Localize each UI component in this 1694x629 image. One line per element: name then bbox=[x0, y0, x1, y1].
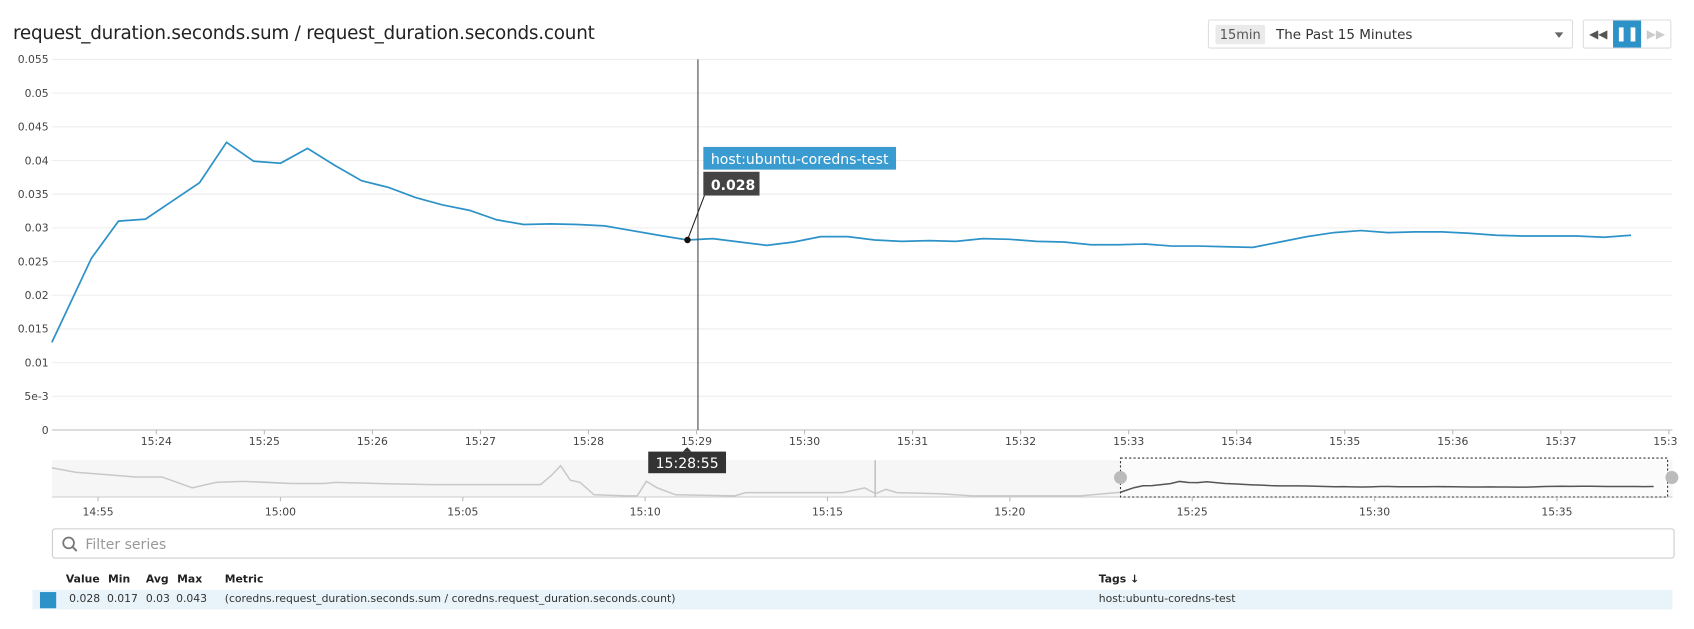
tooltip-time-bg bbox=[648, 451, 727, 474]
timeframe-dropdown[interactable]: 15min The Past 15 Minutes bbox=[1207, 19, 1574, 49]
navigator-right-handle[interactable] bbox=[1665, 471, 1679, 485]
y-tick-label: 0.055 bbox=[18, 53, 49, 66]
legend-header: Value Min Avg Max Metric Tags ↓ bbox=[32, 570, 1672, 589]
x-tick-label: 15:36 bbox=[1437, 435, 1468, 448]
navigator-tick-label: 15:10 bbox=[630, 505, 661, 518]
navigator-tick-label: 15:20 bbox=[994, 505, 1025, 518]
x-tick-label: 15:33 bbox=[1113, 435, 1144, 448]
col-avg[interactable]: Avg bbox=[145, 573, 169, 586]
series-line[interactable] bbox=[51, 141, 1632, 343]
y-tick-label: 5e-3 bbox=[24, 390, 48, 403]
y-tick-label: 0.035 bbox=[18, 188, 49, 201]
navigator-tick-label: 15:00 bbox=[265, 505, 296, 518]
navigator-tick-label: 15:30 bbox=[1359, 505, 1390, 518]
x-tick-label: 15:35 bbox=[1329, 435, 1360, 448]
navigator-series-line bbox=[51, 464, 1121, 497]
navigator-tick-label: 15:35 bbox=[1541, 505, 1572, 518]
y-tick-label: 0.02 bbox=[25, 289, 49, 302]
navigator-x-axis: 14:55 15:00 15:05 15:10 15:15 15:20 15:25 15:30… bbox=[82, 496, 1573, 518]
playback-controls: ◀◀ ❚❚ ▶▶ bbox=[1582, 19, 1672, 49]
tooltip-host: host:ubuntu-coredns-test bbox=[711, 152, 889, 168]
timeframe-badge: 15min bbox=[1215, 24, 1266, 45]
navigator-tick-label: 15:05 bbox=[447, 505, 478, 518]
legend-table: Value Min Avg Max Metric Tags ↓ 0.028 0.… bbox=[32, 570, 1673, 610]
col-min[interactable]: Min bbox=[108, 573, 131, 586]
y-tick-label: 0.015 bbox=[18, 323, 49, 336]
row-tags: host:ubuntu-coredns-test bbox=[1098, 593, 1236, 606]
pause-button[interactable]: ❚❚ bbox=[1612, 20, 1642, 48]
navigator-tick-label: 15:25 bbox=[1177, 505, 1208, 518]
x-tick-label: 15:34 bbox=[1221, 435, 1252, 448]
x-tick-label: 15:31 bbox=[897, 435, 928, 448]
y-tick-label: 0.05 bbox=[25, 87, 49, 100]
legend-row[interactable]: 0.028 0.017 0.03 0.043 (coredns.request_… bbox=[32, 589, 1673, 610]
col-value[interactable]: Value bbox=[65, 573, 100, 586]
x-tick-label: 15:24 bbox=[141, 435, 172, 448]
y-tick-label: 0.04 bbox=[25, 154, 49, 167]
tooltip-host-bg bbox=[703, 146, 897, 170]
x-tick-label: 15:30 bbox=[789, 435, 820, 448]
rewind-button[interactable]: ◀◀ bbox=[1584, 21, 1613, 48]
time-label-pointer bbox=[682, 447, 692, 452]
graph-title: request_duration.seconds.sum / request_d… bbox=[12, 22, 595, 45]
tooltip: host:ubuntu-coredns-test 0.028 15:28:55 bbox=[648, 146, 897, 474]
fast-forward-button[interactable]: ▶▶ bbox=[1641, 21, 1670, 48]
x-axis: 15:24 15:25 15:26 15:27 15:28 15:29 15:30 15:31… bbox=[141, 429, 1684, 448]
navigator-selected-line bbox=[1120, 480, 1654, 493]
x-tick-label: 15:29 bbox=[681, 435, 712, 448]
x-tick-label: 15:37 bbox=[1545, 435, 1576, 448]
y-tick-label: 0.03 bbox=[25, 222, 49, 235]
tooltip-value-bg bbox=[703, 171, 760, 196]
gridlines bbox=[51, 58, 1673, 397]
col-max[interactable]: Max bbox=[177, 573, 203, 586]
y-tick-label: 0.045 bbox=[18, 121, 49, 134]
filter-series-input[interactable] bbox=[83, 532, 1601, 557]
col-metric[interactable]: Metric bbox=[224, 573, 264, 586]
timeframe-label: The Past 15 Minutes bbox=[1275, 25, 1413, 43]
y-tick-label: 0 bbox=[42, 424, 49, 437]
row-avg: 0.03 bbox=[145, 593, 170, 606]
navigator-tick-label: 15:15 bbox=[812, 505, 843, 518]
tooltip-leader-line bbox=[686, 195, 705, 241]
row-min: 0.017 bbox=[106, 593, 138, 606]
x-tick-label: 15:38 bbox=[1653, 435, 1684, 448]
col-tags[interactable]: Tags ↓ bbox=[1098, 573, 1140, 586]
filter-series-field[interactable] bbox=[51, 528, 1675, 559]
navigator-selection[interactable] bbox=[1119, 457, 1669, 498]
tooltip-value: 0.028 bbox=[711, 178, 755, 194]
hover-point bbox=[684, 236, 691, 244]
navigator-left-handle[interactable] bbox=[1114, 471, 1127, 485]
overview-navigator[interactable]: 14:55 15:00 15:05 15:10 15:15 15:20 15:25 15:30… bbox=[51, 457, 1679, 518]
chevron-down-icon bbox=[1554, 32, 1564, 38]
row-max: 0.043 bbox=[176, 593, 208, 606]
x-tick-label: 15:28 bbox=[573, 435, 604, 448]
row-metric: (coredns.request_duration.seconds.sum / … bbox=[224, 593, 676, 606]
fast-forward-icon: ▶▶ bbox=[1646, 27, 1666, 42]
chart[interactable]: 0 5e-3 0.01 0.015 0.02 0.025 0.03 0.035 0.04 0.04… bbox=[0, 0, 1694, 521]
series-color-swatch[interactable] bbox=[39, 592, 57, 609]
pause-icon: ❚❚ bbox=[1615, 25, 1639, 43]
tooltip-time: 15:28:55 bbox=[656, 456, 719, 472]
navigator-tick-label: 14:55 bbox=[82, 505, 113, 518]
x-tick-label: 15:32 bbox=[1005, 435, 1036, 448]
x-tick-label: 15:26 bbox=[357, 435, 388, 448]
y-tick-label: 0.01 bbox=[25, 356, 49, 369]
row-value: 0.028 bbox=[69, 593, 101, 606]
x-tick-label: 15:27 bbox=[465, 435, 496, 448]
rewind-icon: ◀◀ bbox=[1589, 27, 1608, 42]
y-axis: 0 5e-3 0.01 0.015 0.02 0.025 0.03 0.035 0.04 0.04… bbox=[18, 53, 49, 437]
search-icon bbox=[62, 536, 78, 552]
y-tick-label: 0.025 bbox=[18, 255, 49, 268]
x-tick-label: 15:25 bbox=[249, 435, 280, 448]
